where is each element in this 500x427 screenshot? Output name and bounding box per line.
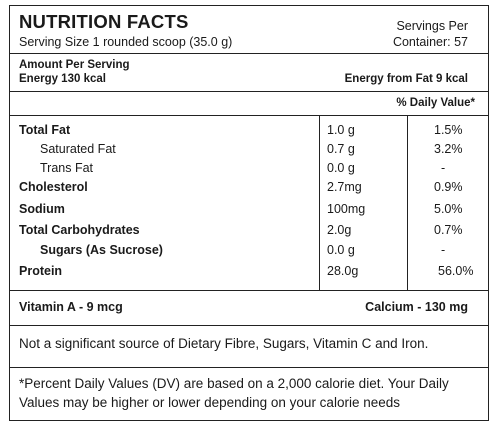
nutrient-amount: 0.7 g (327, 142, 355, 156)
column-divider-dv (407, 115, 408, 290)
daily-value-header: % Daily Value* (396, 97, 475, 109)
serving-size: Serving Size 1 rounded scoop (35.0 g) (19, 35, 233, 49)
column-divider-amount (319, 115, 320, 290)
table-row: Sugars (As Sucrose) 0.0 g - (10, 243, 488, 262)
nutrient-name: Protein (19, 264, 63, 278)
nutrient-name: Total Carbohydrates (19, 223, 140, 237)
nutrient-daily-value: 1.5% (434, 123, 463, 137)
table-row: Sodium 100mg 5.0% (10, 202, 488, 221)
servings-per-container: Container: 57 (392, 35, 468, 49)
nutrient-daily-value: 56.0% (438, 264, 474, 278)
nutrient-amount: 2.7mg (327, 180, 362, 194)
energy-from-fat: Energy from Fat 9 kcal (344, 73, 468, 85)
divider-vitamins-top (10, 290, 488, 291)
nutrient-daily-value: 0.9% (434, 180, 463, 194)
nutrient-amount: 0.0 g (327, 243, 355, 257)
nutrient-amount: 1.0 g (327, 123, 355, 137)
calcium: Calcium - 130 mg (365, 300, 468, 314)
divider-header (10, 53, 488, 54)
not-significant-note: Not a significant source of Dietary Fibr… (19, 336, 429, 351)
divider-energy (10, 91, 488, 92)
daily-value-footnote: *Percent Daily Values (DV) are based on … (19, 376, 449, 410)
nutrient-daily-value: 0.7% (434, 223, 463, 237)
divider-vitamins-bottom (10, 325, 488, 326)
nutrient-daily-value: - (441, 243, 446, 257)
nutrition-facts-panel: NUTRITION FACTS Serving Size 1 rounded s… (9, 5, 489, 421)
nutrient-daily-value: 3.2% (434, 142, 463, 156)
table-row: Cholesterol 2.7mg 0.9% (10, 180, 488, 199)
energy: Energy 130 kcal (19, 73, 106, 85)
divider-dv (10, 115, 488, 116)
panel-title: NUTRITION FACTS (19, 11, 189, 32)
servings-per-label: Servings Per (396, 19, 468, 33)
nutrient-name: Saturated Fat (40, 142, 116, 156)
table-row: Total Carbohydrates 2.0g 0.7% (10, 223, 488, 242)
table-row: Trans Fat 0.0 g - (10, 161, 488, 180)
table-row: Protein 28.0g 56.0% (10, 264, 488, 283)
table-row: Saturated Fat 0.7 g 3.2% (10, 142, 488, 161)
nutrient-name: Cholesterol (19, 180, 88, 194)
divider-footnote (10, 367, 488, 368)
nutrient-amount: 28.0g (327, 264, 359, 278)
nutrient-name: Total Fat (19, 123, 71, 137)
nutrient-daily-value: - (441, 161, 446, 175)
nutrient-amount: 100mg (327, 202, 366, 216)
nutrient-amount: 0.0 g (327, 161, 355, 175)
nutrient-name: Sodium (19, 202, 65, 216)
nutrient-name: Sugars (As Sucrose) (40, 243, 163, 257)
vitamin-a: Vitamin A - 9 mcg (19, 300, 123, 314)
amount-per-serving: Amount Per Serving (19, 59, 130, 71)
nutrient-daily-value: 5.0% (434, 202, 463, 216)
nutrient-amount: 2.0g (327, 223, 352, 237)
nutrient-name: Trans Fat (40, 161, 94, 175)
table-row: Total Fat 1.0 g 1.5% (10, 123, 488, 142)
